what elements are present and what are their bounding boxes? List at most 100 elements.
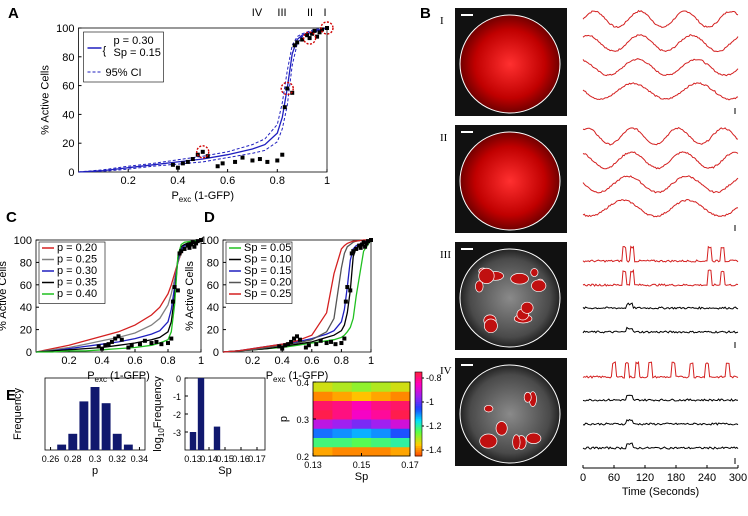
x-tick-label: 0.14 — [200, 454, 218, 464]
heat-cell — [391, 391, 411, 401]
x-tick-label: 180 — [667, 472, 685, 484]
y-axis-label: % Active Cells — [40, 65, 52, 135]
active-region — [496, 421, 507, 435]
colorbar-tick-label: -1.2 — [426, 421, 442, 431]
x-tick-label: 0.2 — [121, 175, 136, 187]
data-point — [280, 153, 284, 157]
y-tick-label: -2 — [173, 410, 181, 420]
data-point — [348, 288, 352, 292]
y-tick-label: 60 — [62, 81, 74, 93]
x-axis-label-main: P — [266, 370, 273, 382]
heat-cell — [332, 401, 352, 411]
y-tick-label: 100 — [56, 23, 74, 35]
heat-cell — [352, 428, 372, 438]
data-point — [325, 26, 329, 30]
x-tick-label: 0.17 — [248, 454, 266, 464]
data-point — [265, 160, 269, 164]
heat-cell — [332, 391, 352, 401]
phase-label: I — [323, 7, 326, 19]
legend-label: p = 0.35 — [57, 277, 97, 289]
phase-label: IV — [252, 7, 263, 19]
x-tick-label: 0.13 — [184, 454, 202, 464]
data-point — [333, 342, 337, 346]
y-tick-label: 80 — [62, 52, 74, 64]
x-tick-label: 0.4 — [94, 355, 109, 367]
phase-label: III — [277, 7, 286, 19]
heat-cell — [313, 447, 333, 457]
y-axis-label-main: log — [152, 437, 164, 452]
x-tick-label: 0.4 — [275, 355, 290, 367]
x-tick-label: 0.28 — [64, 454, 82, 464]
legend-label: p = 0.30 — [114, 35, 154, 47]
x-tick-label: 0.34 — [131, 454, 149, 464]
calcium-trace — [583, 420, 738, 426]
x-axis-label: Sp — [218, 465, 231, 477]
legend-label: p = 0.25 — [57, 254, 97, 266]
x-axis-label: Time (Seconds) — [622, 486, 699, 498]
x-tick-label: 0.2 — [245, 355, 260, 367]
x-axis-label-sub: exc — [95, 375, 107, 384]
x-tick-label: 240 — [698, 472, 716, 484]
y-tick-label: 20 — [62, 138, 74, 150]
y-tick-label: 0.3 — [296, 415, 309, 425]
heat-cell — [371, 410, 391, 420]
heat-cell — [332, 447, 352, 457]
data-point — [171, 300, 175, 304]
y-axis-label: Frequency — [12, 388, 24, 440]
x-tick-label: 0.6 — [304, 355, 319, 367]
y-tick-label: 60 — [20, 280, 32, 292]
data-point — [325, 341, 329, 345]
data-point — [308, 36, 312, 40]
cell-image — [460, 365, 560, 463]
data-point — [216, 164, 220, 168]
cell-image — [460, 132, 560, 230]
data-point — [307, 343, 311, 347]
heat-cell — [371, 382, 391, 392]
x-tick-label: 120 — [636, 472, 654, 484]
heat-cell — [352, 410, 372, 420]
calcium-trace — [583, 362, 738, 378]
data-point — [342, 337, 346, 341]
x-tick-label: 0.15 — [216, 454, 234, 464]
data-point — [181, 161, 185, 165]
data-point — [143, 339, 147, 343]
heat-cell — [332, 438, 352, 448]
heat-cell — [371, 401, 391, 411]
heat-cell — [391, 419, 411, 429]
data-point — [130, 343, 134, 347]
calcium-trace — [583, 443, 738, 449]
y-axis-label: log10Frequency — [152, 376, 166, 452]
heat-cell — [371, 391, 391, 401]
x-axis-label: Pexc (1-GFP) — [87, 370, 150, 384]
cell-image — [460, 15, 560, 113]
colorbar-cell — [415, 372, 422, 375]
x-axis-label-rest: (1-GFP) — [191, 190, 234, 202]
x-tick-label: 0 — [580, 472, 586, 484]
heat-cell — [352, 438, 372, 448]
data-point — [339, 341, 343, 345]
data-point — [241, 156, 245, 160]
y-axis-label: % Active Cells — [184, 261, 196, 331]
bar — [198, 378, 204, 450]
bar — [102, 403, 111, 450]
row-label: III — [440, 249, 451, 261]
row-label: II — [440, 132, 448, 144]
row-label: IV — [440, 365, 452, 377]
data-point — [221, 161, 225, 165]
heat-cell — [371, 447, 391, 457]
calcium-trace — [583, 270, 738, 286]
x-tick-label: 1 — [368, 355, 374, 367]
heat-cell — [313, 410, 333, 420]
heat-cell — [313, 382, 333, 392]
active-region — [484, 319, 497, 333]
data-point — [369, 238, 373, 242]
panel-label: A — [8, 5, 19, 22]
heat-cell — [391, 428, 411, 438]
active-region — [511, 273, 529, 284]
bar — [214, 427, 220, 450]
x-axis-label-main: P — [171, 190, 178, 202]
colorbar-tick-label: -1.4 — [426, 445, 442, 455]
calcium-trace — [583, 395, 738, 401]
data-point — [150, 341, 154, 345]
y-tick-label: 80 — [20, 257, 32, 269]
